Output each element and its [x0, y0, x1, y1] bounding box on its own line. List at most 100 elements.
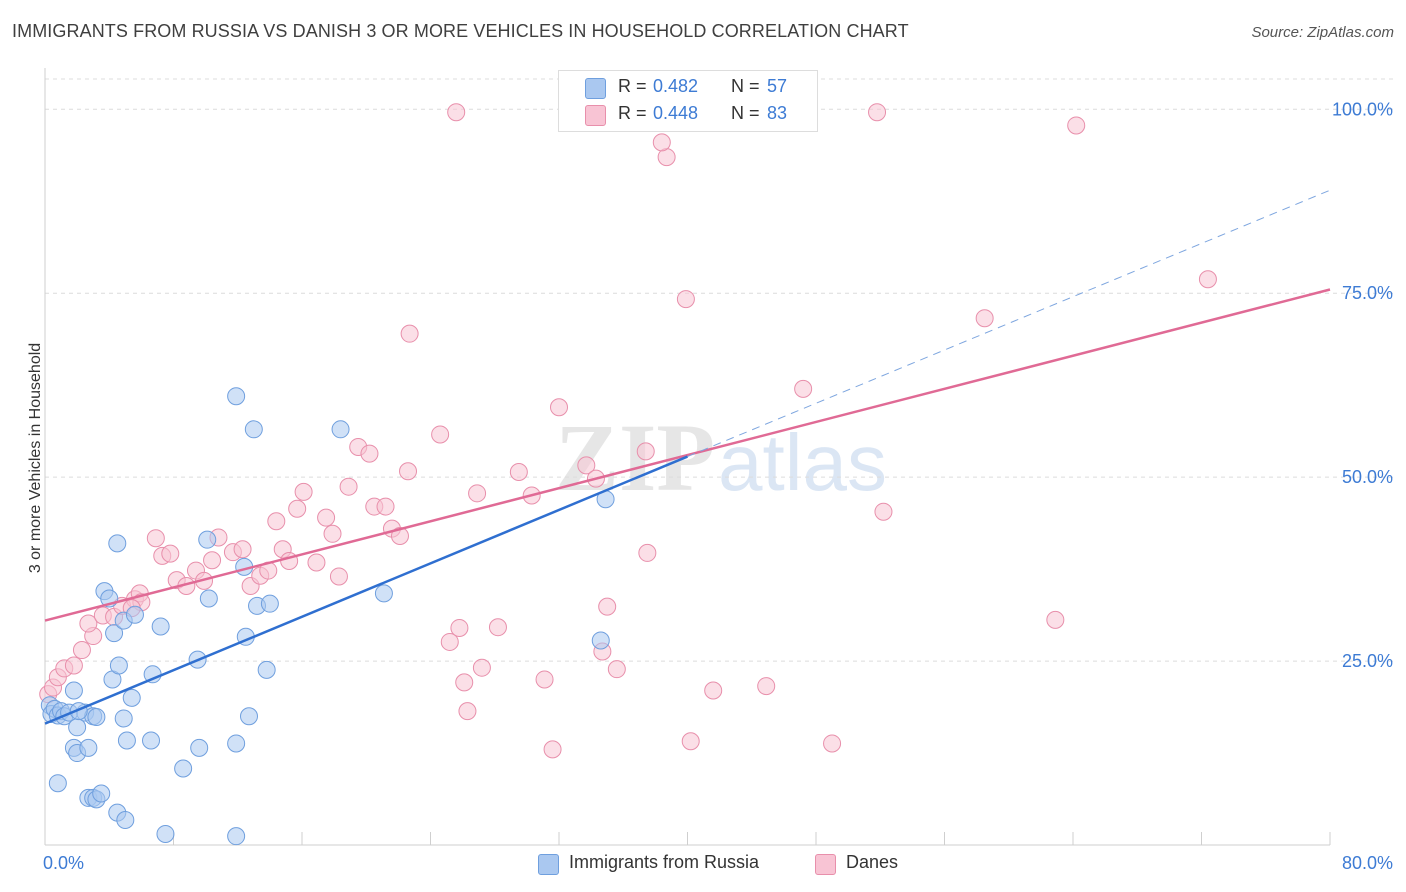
danes-point: [399, 462, 418, 481]
danes-point: [307, 553, 326, 572]
danes-point: [704, 681, 723, 700]
russia-point: [260, 594, 279, 613]
danes-point: [535, 670, 554, 689]
russia-point: [199, 589, 218, 608]
danes-point: [509, 462, 528, 481]
n-value: 57: [767, 76, 788, 96]
danes-point: [72, 641, 91, 660]
danes-point: [161, 544, 180, 563]
danes-point: [455, 673, 474, 692]
stats-legend: R = 0.482 N = 57 R = 0.448 N = 83: [558, 70, 818, 132]
danes-point: [638, 543, 657, 562]
r-label: R =: [618, 103, 647, 123]
russia-point: [122, 688, 141, 707]
danes-point: [868, 103, 887, 122]
danes-point: [447, 103, 466, 122]
x-ticks: [44, 832, 1331, 845]
danes-point: [488, 618, 507, 637]
x-tick-label-min: 0.0%: [43, 853, 84, 873]
danes-point: [681, 732, 700, 751]
danes-point: [598, 597, 617, 616]
danes-point: [431, 425, 450, 444]
chart-title: IMMIGRANTS FROM RUSSIA VS DANISH 3 OR MO…: [12, 21, 909, 41]
danes-point: [652, 133, 671, 152]
watermark: ZIP atlas: [555, 404, 887, 511]
legend-label-danes: Danes: [846, 852, 899, 872]
danes-point: [975, 309, 994, 328]
danes-point: [323, 524, 342, 543]
russia-point: [198, 530, 217, 549]
watermark-zip: ZIP: [555, 404, 715, 511]
danes-point: [329, 567, 348, 586]
danes-point: [390, 526, 409, 545]
russia-point: [142, 731, 161, 750]
russia-point: [116, 810, 135, 829]
russia-point: [257, 660, 276, 679]
danes-point: [607, 660, 626, 679]
russia-point: [331, 420, 350, 439]
danes-point: [1198, 270, 1217, 289]
y-tick-label: 50.0%: [1342, 467, 1393, 487]
russia-point: [227, 734, 246, 753]
russia-point: [174, 759, 193, 778]
danes-point: [64, 656, 83, 675]
danes-swatch: [585, 105, 606, 126]
danes-point: [288, 499, 307, 518]
russia-point: [64, 681, 83, 700]
russia-point: [227, 387, 246, 406]
r-label: R =: [618, 76, 647, 96]
russia-points: [40, 387, 615, 846]
russia-point: [108, 534, 127, 553]
n-label: N =: [731, 103, 760, 123]
russia-swatch: [585, 78, 606, 99]
danes-point: [458, 702, 477, 721]
danes-point: [577, 456, 596, 475]
y-tick-labels: 25.0% 50.0% 75.0% 100.0%: [1332, 99, 1393, 671]
y-tick-label: 25.0%: [1342, 651, 1393, 671]
y-tick-label: 100.0%: [1332, 99, 1393, 119]
danes-point: [676, 290, 695, 309]
danes-point: [1067, 116, 1086, 135]
danes-point: [757, 677, 776, 696]
danes-point: [450, 618, 469, 637]
danes-point: [823, 734, 842, 753]
danes-point: [543, 740, 562, 759]
danes-trend-line: [44, 288, 1331, 622]
russia-point: [244, 420, 263, 439]
danes-point: [874, 502, 893, 521]
danes-point: [794, 379, 813, 398]
watermark-atlas: atlas: [718, 418, 887, 507]
russia-point: [151, 617, 170, 636]
danes-swatch: [815, 854, 836, 875]
russia-point: [591, 631, 610, 650]
legend-label-russia: Immigrants from Russia: [569, 852, 760, 872]
russia-point: [156, 824, 175, 843]
y-axis-label: 3 or more Vehicles in Household: [27, 342, 44, 574]
regression-lines: [44, 189, 1331, 725]
r-value: 0.482: [653, 76, 699, 96]
danes-point: [339, 477, 358, 496]
russia-point: [117, 731, 136, 750]
russia-point: [79, 738, 98, 757]
russia-swatch: [538, 854, 559, 875]
danes-point: [376, 497, 395, 516]
danes-point: [317, 508, 336, 527]
russia-point: [105, 624, 124, 643]
russia-point: [109, 656, 128, 675]
russia-point: [374, 584, 393, 603]
danes-point: [472, 658, 491, 677]
russia-point: [239, 707, 258, 726]
danes-point: [1046, 610, 1065, 629]
russia-point: [68, 718, 87, 737]
source-credit: Source: ZipAtlas.com: [1251, 24, 1394, 41]
russia-point: [87, 707, 106, 726]
russia-point: [125, 605, 144, 624]
danes-point: [79, 614, 98, 633]
danes-point: [636, 442, 655, 461]
danes-point: [233, 540, 252, 559]
russia-point: [227, 827, 246, 846]
russia-trend-line: [44, 455, 688, 725]
danes-point: [468, 484, 487, 503]
russia-point: [190, 738, 209, 757]
